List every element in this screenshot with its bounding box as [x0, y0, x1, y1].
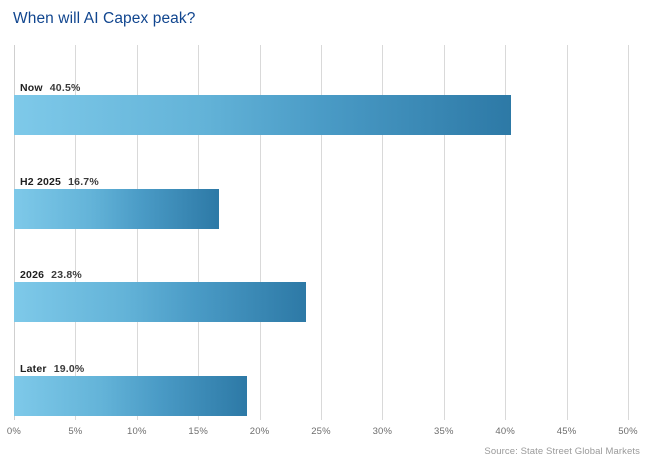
- x-axis-tick-label: 5%: [68, 426, 83, 437]
- chart-title: When will AI Capex peak?: [13, 10, 196, 27]
- x-axis-tick-label: 35%: [433, 426, 454, 437]
- gridline: [136, 45, 138, 420]
- gridline: [75, 45, 77, 420]
- gridline: [382, 45, 384, 420]
- x-axis-tick-label: 30%: [372, 426, 393, 437]
- gridline: [14, 45, 15, 420]
- x-axis-tick-label: 25%: [311, 426, 331, 437]
- gridline: [505, 45, 507, 420]
- bar-category-label: Later: [20, 363, 47, 375]
- gridline: [443, 45, 445, 420]
- x-axis-tick-label: 45%: [556, 426, 577, 437]
- gridline: [566, 45, 568, 420]
- x-axis-tick-label: 50%: [618, 426, 638, 437]
- bar: [14, 376, 248, 416]
- plot-area: Now 40.5% H2 2025 16.7% 2026 23.8% Later 19.0%: [14, 45, 629, 420]
- x-axis-tick-label: 0%: [6, 426, 22, 437]
- x-axis-tick-label: 10%: [126, 426, 147, 437]
- category-band: Later 19.0%: [14, 326, 628, 420]
- category-band: 2026 23.8%: [14, 233, 628, 327]
- bar-label: Now 40.5%: [20, 82, 81, 94]
- category-band: H2 2025 16.7%: [14, 139, 628, 233]
- source-note: Source: State Street Global Markets: [484, 446, 640, 457]
- gridline: [198, 45, 200, 420]
- x-axis-tick-label: 40%: [495, 426, 515, 437]
- gridline: [321, 45, 322, 420]
- bar-category-label: Now: [20, 81, 43, 94]
- x-axis: 0% 5% 10% 15% 20% 25% 30% 35% 40% 45% 50%: [7, 420, 638, 442]
- bar: [14, 282, 307, 323]
- bar-label: H2 2025 16.7%: [20, 176, 99, 188]
- x-axis-tick-label: 15%: [188, 426, 208, 437]
- bar-value-label: 23.8%: [51, 269, 82, 282]
- bar-value-label: 40.5%: [49, 81, 81, 94]
- bar-label: Later 19.0%: [20, 363, 84, 375]
- bar-label: 2026 23.8%: [20, 269, 82, 281]
- bar-category-label: H2 2025: [20, 175, 62, 188]
- gridline: [259, 45, 261, 420]
- category-band: Now 40.5%: [14, 45, 628, 139]
- bar-value-label: 19.0%: [53, 363, 85, 375]
- bar-category-label: 2026: [20, 269, 45, 282]
- bar: [14, 94, 512, 135]
- gridline: [628, 45, 629, 420]
- bar: [14, 188, 220, 229]
- x-axis-tick-label: 20%: [249, 426, 270, 437]
- bar-value-label: 16.7%: [68, 175, 99, 188]
